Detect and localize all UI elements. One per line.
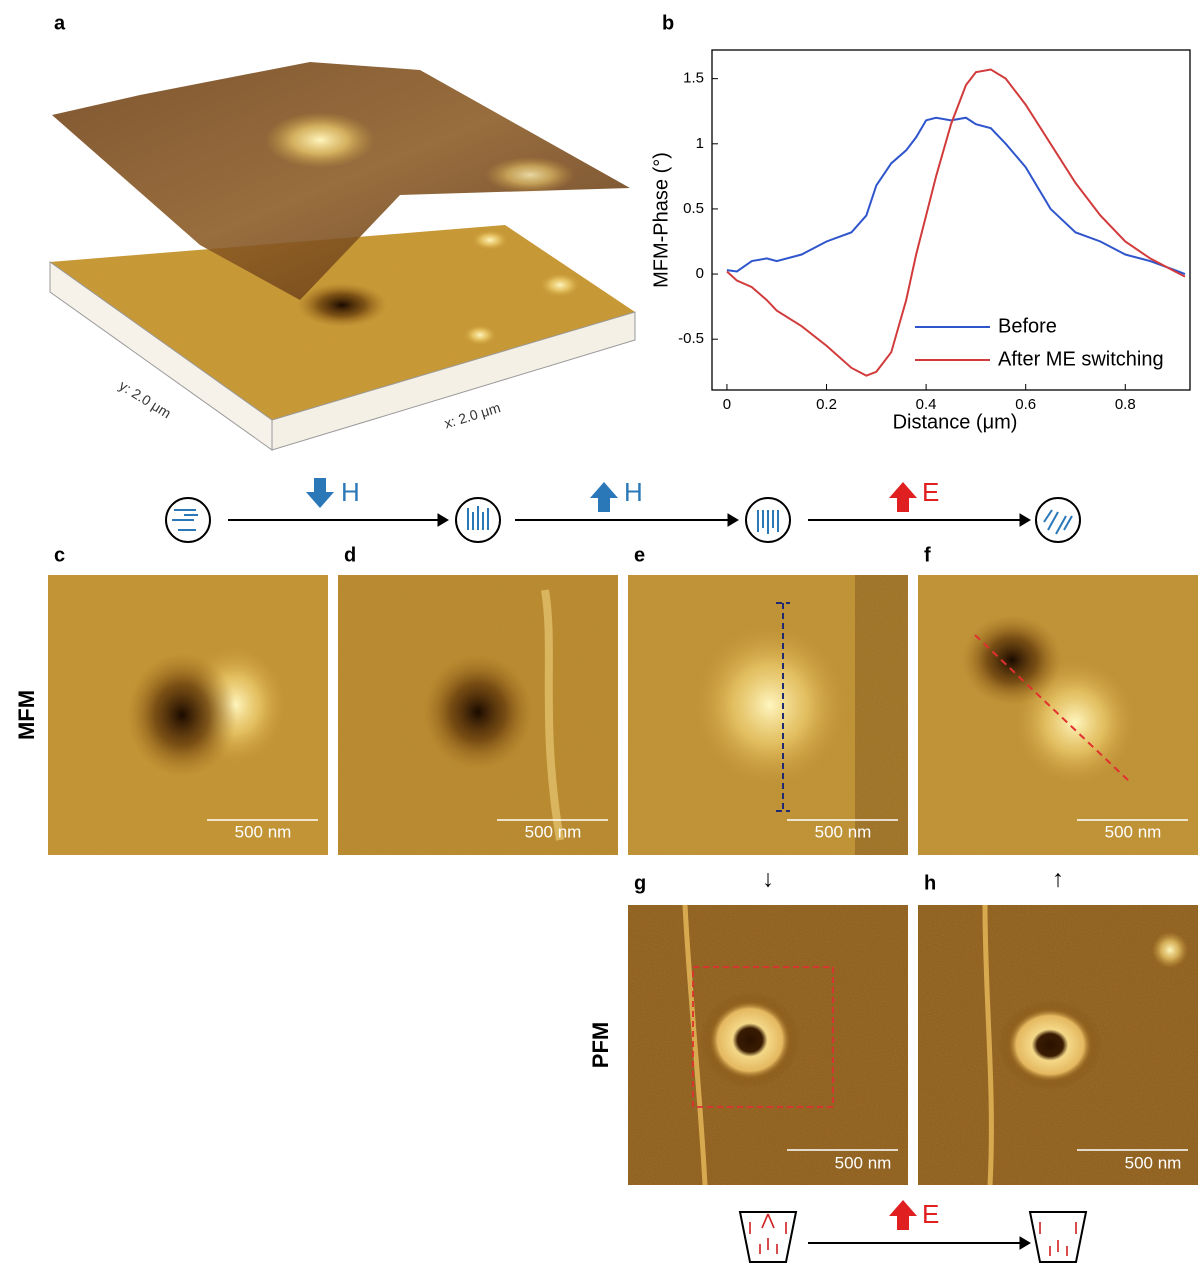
x-tick-label: 0 bbox=[723, 396, 731, 413]
legend-label: After ME switching bbox=[998, 348, 1164, 370]
axis-label: y: 2.0 μm bbox=[116, 377, 174, 421]
grain bbox=[472, 230, 508, 250]
spins bbox=[172, 506, 1073, 535]
field-label: H bbox=[624, 477, 643, 507]
image-h bbox=[918, 904, 1198, 1186]
y-tick-label: 0 bbox=[696, 265, 704, 282]
y-tick-label: 1 bbox=[696, 135, 704, 152]
polarization-arrow: ↑ bbox=[1052, 865, 1064, 892]
panel-label: c bbox=[54, 544, 65, 566]
tip-icon bbox=[1028, 1211, 1088, 1263]
y-tick-label: 0.5 bbox=[683, 200, 704, 217]
x-tick-label: 0.8 bbox=[1115, 396, 1136, 413]
base-edge bbox=[49, 261, 273, 451]
domain-icon bbox=[745, 497, 791, 543]
panel-label: d bbox=[344, 544, 356, 566]
field-arrow bbox=[306, 478, 334, 508]
hill bbox=[485, 157, 575, 193]
row-label: MFM bbox=[14, 690, 39, 740]
series-line bbox=[726, 68, 1186, 377]
afm-3d: y: 2.0 μm x: 2.0 μm bbox=[49, 62, 636, 451]
scale-bar: 500 nm bbox=[235, 822, 292, 841]
field-arrow bbox=[889, 1200, 917, 1230]
arrow-head bbox=[437, 513, 1031, 1250]
tip-icon bbox=[738, 1211, 798, 1263]
axis-label: x: 2.0 μm bbox=[442, 399, 502, 431]
domain-icon bbox=[455, 497, 501, 543]
legend-label: Before bbox=[998, 315, 1057, 337]
dark-spot bbox=[297, 283, 387, 327]
images bbox=[48, 575, 1198, 1186]
y-tick-label: -0.5 bbox=[678, 330, 704, 347]
image-g bbox=[628, 904, 908, 1186]
panel-label: e bbox=[634, 544, 645, 566]
image-f bbox=[918, 575, 1198, 855]
series-line bbox=[726, 116, 1186, 275]
polarization-arrow: ↓ bbox=[762, 865, 774, 892]
x-axis-label: Distance (μm) bbox=[893, 411, 1018, 433]
scale-bar: 500 nm bbox=[1125, 1153, 1182, 1172]
panel-label: b bbox=[662, 12, 674, 34]
scale-bar-lines bbox=[207, 819, 1188, 1151]
x-tick-label: 0.4 bbox=[916, 396, 937, 413]
grain bbox=[464, 325, 496, 345]
field-label: E bbox=[922, 1199, 939, 1229]
y-tick-label: 1.5 bbox=[683, 70, 704, 87]
panel-label: h bbox=[924, 872, 936, 894]
hill bbox=[265, 112, 375, 168]
image-e bbox=[628, 575, 908, 855]
scale-bar: 500 nm bbox=[525, 822, 582, 841]
grain bbox=[540, 273, 580, 297]
scale-bar: 500 nm bbox=[835, 1153, 892, 1172]
field-arrow bbox=[590, 482, 618, 512]
polarization-icons bbox=[749, 1213, 1077, 1256]
schematic bbox=[165, 497, 1088, 1263]
row-label: PFM bbox=[588, 1022, 613, 1068]
y-axis-label: MFM-Phase (°) bbox=[650, 152, 672, 288]
panel-label: f bbox=[924, 544, 931, 566]
scale-bar: 500 nm bbox=[815, 822, 872, 841]
field-arrow bbox=[889, 482, 917, 512]
plot-frame bbox=[711, 49, 1191, 391]
domain-icon bbox=[165, 497, 211, 543]
scale-bar: 500 nm bbox=[1105, 822, 1162, 841]
domain-icon bbox=[1035, 497, 1081, 543]
process-arrow bbox=[228, 519, 1020, 1244]
upper-surface bbox=[52, 62, 630, 300]
panel-label: a bbox=[54, 12, 66, 34]
line-chart: Distance (μm) MFM-Phase (°) -0.5 0 0.5 1 1.5… bbox=[650, 49, 1191, 433]
x-tick-label: 0.2 bbox=[816, 396, 837, 413]
panel-label: g bbox=[634, 872, 646, 894]
field-label: E bbox=[922, 477, 939, 507]
image-c bbox=[48, 575, 328, 855]
field-label: H bbox=[341, 477, 360, 507]
x-tick-label: 0.6 bbox=[1015, 396, 1036, 413]
image-d bbox=[338, 575, 618, 855]
